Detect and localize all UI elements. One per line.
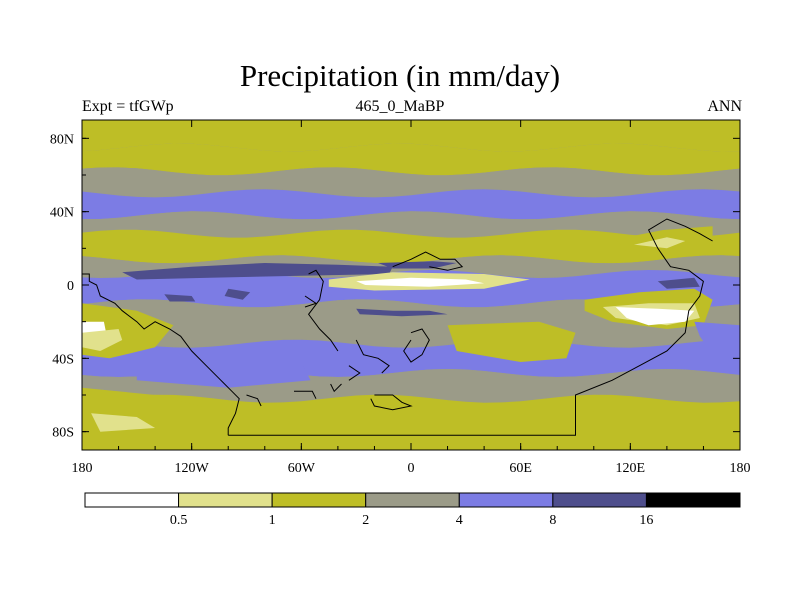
- x-tick-label: 120W: [175, 461, 210, 476]
- coastline: [228, 218, 713, 436]
- precipitation-field: [82, 120, 740, 450]
- coastline: [330, 383, 342, 393]
- zonal-band: [82, 229, 740, 264]
- coastline: [246, 394, 262, 407]
- experiment-label: Expt = tfGWp: [82, 98, 174, 115]
- precip-region: [356, 277, 485, 287]
- y-tick-label: 80N: [50, 132, 74, 147]
- x-tick-label: 180: [730, 461, 751, 476]
- colorbar: 0.5 1 2 4 8 16: [84, 492, 741, 528]
- precip-region: [615, 307, 695, 326]
- zonal-band: [82, 167, 740, 198]
- coastline: [355, 339, 390, 374]
- colorbar-label: 2: [362, 513, 369, 528]
- colorbar-label: 1: [269, 513, 276, 528]
- zonal-band: [82, 189, 740, 220]
- coastline: [370, 394, 413, 411]
- zonal-band: [82, 211, 740, 238]
- precip-region: [378, 261, 457, 269]
- zonal-band: [82, 143, 740, 176]
- zonal-band: [82, 120, 740, 152]
- x-tick-label: 120E: [616, 461, 646, 476]
- colorbar-swatch: [552, 492, 647, 508]
- y-tick-label: 0: [67, 279, 74, 294]
- x-tick-label: 180: [72, 461, 93, 476]
- colorbar-swatch: [271, 492, 367, 508]
- colorbar-swatch: [645, 492, 741, 508]
- zonal-band: [82, 299, 740, 348]
- x-tick-label: 60W: [288, 461, 316, 476]
- coastline: [82, 273, 240, 436]
- precip-region: [224, 288, 251, 300]
- coastline: [304, 295, 318, 308]
- colorbar-label: 0.5: [170, 513, 188, 528]
- precip-region: [447, 321, 576, 362]
- colorbar-swatch: [84, 492, 180, 508]
- colorbar-swatch: [365, 492, 460, 508]
- precip-region: [634, 237, 686, 249]
- x-tick-label: 0: [408, 461, 415, 476]
- coastline: [307, 269, 339, 352]
- time-label: 465_0_MaBP: [355, 98, 445, 115]
- precip-region: [657, 277, 700, 289]
- season-label: ANN: [707, 98, 742, 115]
- y-tick-label: 40N: [50, 206, 74, 221]
- precip-region: [136, 362, 311, 388]
- coastline: [403, 328, 430, 363]
- colorbar-swatch: [178, 492, 273, 508]
- coastline: [294, 390, 317, 399]
- colorbar-label: 4: [456, 513, 463, 528]
- colorbar-label: 8: [549, 513, 556, 528]
- coastlines: [82, 218, 713, 436]
- x-tick-label: 60E: [509, 461, 532, 476]
- y-tick-label: 80S: [52, 426, 74, 441]
- precip-region: [91, 413, 156, 432]
- y-axis: 80N 40N 0 40S 80S: [50, 132, 740, 441]
- chart-title: Precipitation (in mm/day): [239, 58, 561, 93]
- precip-region: [164, 294, 196, 302]
- colorbar-swatch: [458, 492, 554, 508]
- precip-region: [356, 308, 448, 317]
- precip-region: [122, 263, 393, 280]
- x-axis: 180 120W 60W 0 60E 120E 180: [72, 120, 751, 476]
- coastline: [348, 365, 361, 381]
- colorbar-label: 16: [639, 513, 653, 528]
- precip-region: [82, 329, 123, 351]
- precip-region: [694, 321, 740, 359]
- y-tick-label: 40S: [52, 352, 74, 367]
- coastline: [392, 251, 464, 271]
